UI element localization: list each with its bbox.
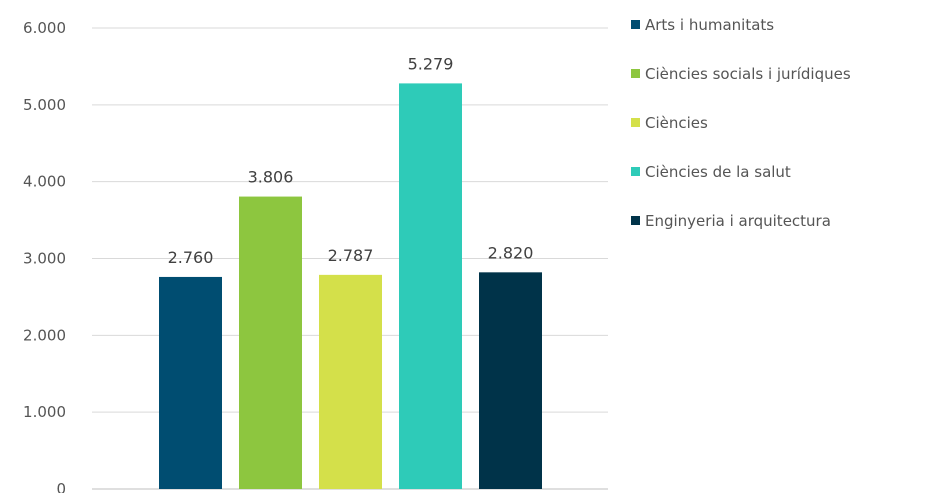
data-label: 2.760: [168, 248, 214, 267]
legend-item: Enginyeria i arquitectura: [631, 208, 851, 233]
legend-swatch: [631, 20, 640, 29]
legend-item: Ciències: [631, 110, 851, 135]
data-label: 2.820: [488, 243, 534, 262]
y-tick-label: 1.000: [23, 403, 66, 421]
data-label: 5.279: [408, 54, 454, 73]
y-tick-label: 0: [56, 480, 66, 493]
legend-swatch: [631, 69, 640, 78]
legend-swatch: [631, 167, 640, 176]
bar: [319, 274, 382, 489]
bar: [479, 272, 542, 489]
data-label: 3.806: [248, 168, 294, 187]
bar: [399, 83, 462, 489]
legend-item: Ciències de la salut: [631, 159, 851, 184]
chart-legend: Arts i humanitats Ciències socials i jurí…: [631, 12, 851, 257]
y-tick-label: 4.000: [23, 173, 66, 191]
legend-swatch: [631, 118, 640, 127]
legend-label: Ciències: [645, 113, 708, 132]
bar: [239, 196, 302, 489]
legend-label: Arts i humanitats: [645, 15, 775, 34]
legend-label: Ciències de la salut: [645, 162, 791, 181]
y-tick-label: 6.000: [23, 19, 66, 37]
y-tick-label: 2.000: [23, 326, 66, 344]
legend-label: Enginyeria i arquitectura: [645, 211, 831, 230]
legend-swatch: [631, 216, 640, 225]
legend-item: Arts i humanitats: [631, 12, 851, 37]
y-tick-label: 3.000: [23, 250, 66, 268]
bar: [159, 276, 222, 489]
data-label: 2.787: [328, 246, 374, 265]
legend-item: Ciències socials i jurídiques: [631, 61, 851, 86]
legend-label: Ciències socials i jurídiques: [645, 64, 851, 83]
y-tick-label: 5.000: [23, 96, 66, 114]
